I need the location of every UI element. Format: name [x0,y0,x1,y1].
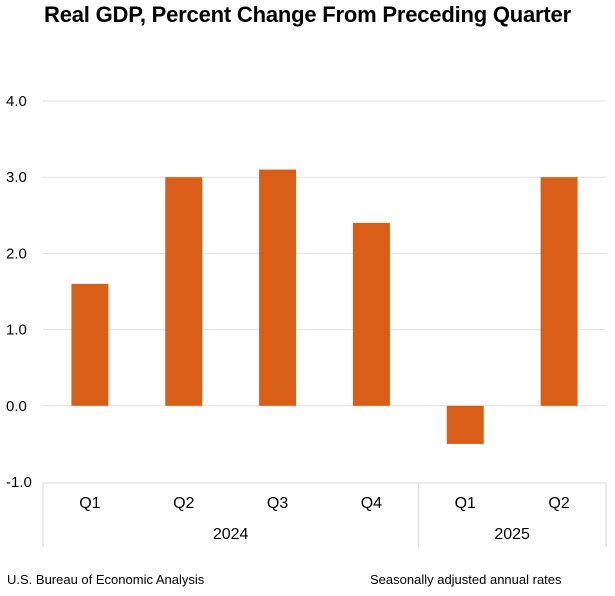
bars [71,169,578,444]
y-tick-label: 0.0 [6,398,27,415]
x-axis-category-labels: Q1 Q2 Q3 Q4 Q1 Q2 2024 2025 [42,482,607,547]
bar [259,169,297,406]
x-category-label: Q3 [267,495,288,512]
y-tick-label: 4.0 [6,93,27,110]
x-category-label: Q2 [548,495,569,512]
y-tick-label: -1.0 [6,474,32,491]
seasonal-adjustment-note: Seasonally adjusted annual rates [370,572,562,587]
bar [540,177,578,406]
chart-title: Real GDP, Percent Change From Preceding … [44,2,571,27]
x-group-label: 2024 [213,526,249,543]
y-tick-label: 3.0 [6,169,27,186]
source-note: U.S. Bureau of Economic Analysis [7,572,205,587]
bar [165,177,203,406]
x-category-label: Q2 [173,495,194,512]
bar [446,405,484,444]
y-tick-label: 1.0 [6,322,27,339]
x-category-label: Q1 [79,495,100,512]
bar [71,283,109,406]
x-group-label: 2025 [494,526,530,543]
gridlines [43,100,606,407]
x-category-label: Q1 [455,495,476,512]
y-tick-label: 2.0 [6,245,27,262]
x-category-label: Q4 [361,495,382,512]
bar [352,222,390,406]
y-axis-tick-labels: 4.0 3.0 2.0 1.0 0.0 -1.0 [6,93,32,491]
